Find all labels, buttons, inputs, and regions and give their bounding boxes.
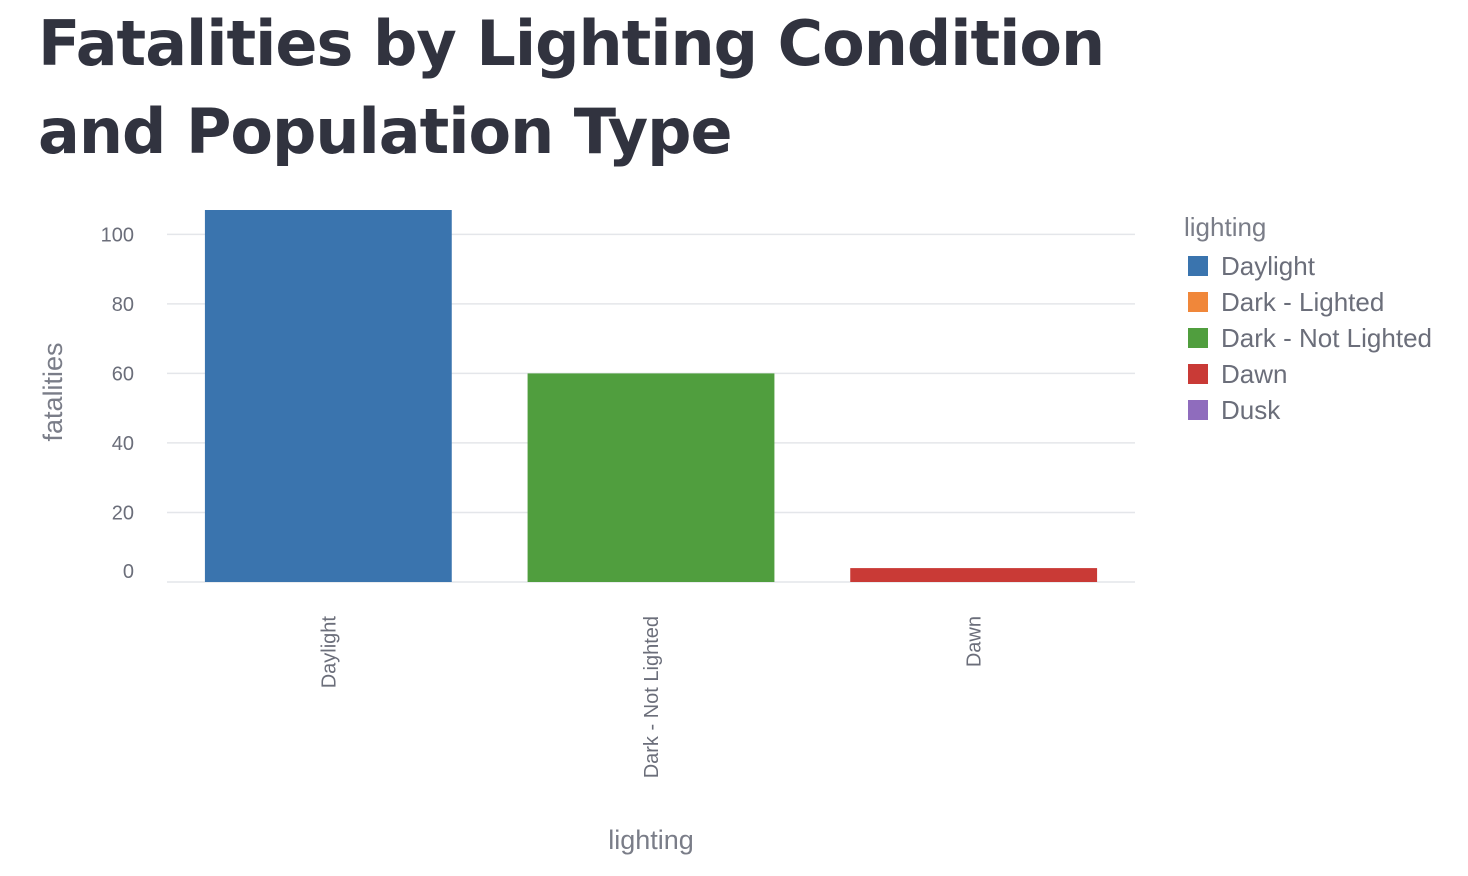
legend-label: Dark - Not Lighted: [1221, 323, 1432, 353]
y-tick-label: 100: [101, 224, 134, 246]
legend-label: Dawn: [1221, 359, 1287, 389]
y-tick-label: 80: [112, 294, 134, 316]
legend-label: Dark - Lighted: [1221, 287, 1384, 317]
bar-dawn[interactable]: [850, 568, 1098, 582]
y-tick-label: 40: [112, 433, 134, 455]
y-tick-label: 60: [112, 363, 134, 385]
legend-title: lighting: [1184, 212, 1266, 242]
bar-dark-not-lighted[interactable]: [527, 373, 775, 582]
legend-swatch: [1188, 364, 1208, 384]
y-axis-ticks: 0 20 40 60 80 100: [101, 224, 134, 583]
legend-label: Daylight: [1221, 251, 1316, 281]
x-tick-label: Daylight: [318, 616, 340, 689]
bars: [204, 210, 1098, 582]
page-title: Fatalities by Lighting Condition and Pop…: [38, 7, 1105, 168]
legend-item-dark-not-lighted[interactable]: Dark - Not Lighted: [1188, 323, 1432, 353]
x-axis-ticks: Daylight Dark - Not Lighted Dawn: [318, 616, 985, 779]
legend-item-daylight[interactable]: Daylight: [1188, 251, 1316, 281]
y-axis-title: fatalities: [38, 342, 68, 441]
legend: lighting Daylight Dark - Lighted Dark - No…: [1184, 212, 1432, 425]
legend-swatch: [1188, 400, 1208, 420]
legend-item-dawn[interactable]: Dawn: [1188, 359, 1287, 389]
x-axis-title: lighting: [608, 825, 694, 855]
legend-item-dusk[interactable]: Dusk: [1188, 395, 1281, 425]
legend-label: Dusk: [1221, 395, 1281, 425]
bar-daylight[interactable]: [204, 210, 452, 582]
legend-swatch: [1188, 256, 1208, 276]
y-tick-label: 20: [112, 502, 134, 524]
y-tick-label: 0: [123, 561, 134, 583]
legend-swatch: [1188, 292, 1208, 312]
legend-swatch: [1188, 328, 1208, 348]
x-tick-label: Dawn: [964, 616, 986, 667]
x-tick-label: Dark - Not Lighted: [641, 616, 663, 778]
legend-item-dark-lighted[interactable]: Dark - Lighted: [1188, 287, 1384, 317]
